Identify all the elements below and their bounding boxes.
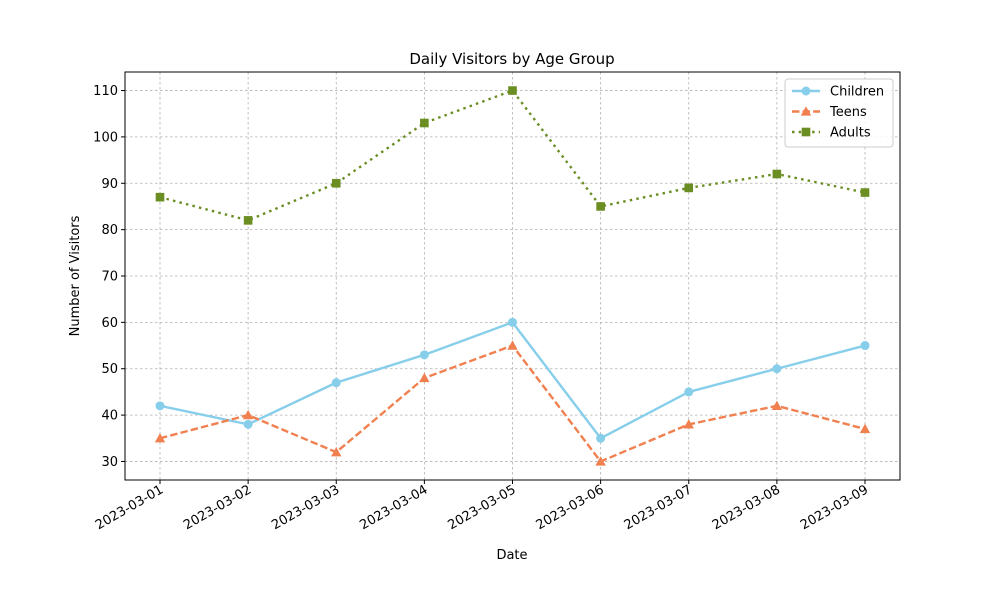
data-point-teens bbox=[154, 433, 166, 443]
y-tick-label: 90 bbox=[101, 177, 118, 192]
chart-title: Daily Visitors by Age Group bbox=[409, 50, 614, 68]
y-tick-label: 30 bbox=[101, 455, 118, 470]
data-point-adults bbox=[420, 118, 429, 128]
y-tick-label: 60 bbox=[101, 316, 118, 331]
data-point-children bbox=[596, 433, 606, 443]
y-tick-label: 40 bbox=[101, 409, 118, 424]
series-adults bbox=[155, 86, 870, 225]
data-point-adults bbox=[243, 216, 253, 225]
series-layer bbox=[154, 86, 871, 466]
data-point-teens bbox=[242, 409, 254, 420]
data-point-teens bbox=[771, 400, 783, 410]
x-tick-label: 2023-03-05 bbox=[446, 482, 519, 533]
legend: Children Teens Adults bbox=[784, 78, 894, 148]
data-point-adults bbox=[331, 178, 341, 188]
grid-lines bbox=[125, 72, 900, 480]
legend-box bbox=[784, 78, 894, 148]
data-point-teens bbox=[859, 423, 871, 434]
series-children bbox=[155, 317, 870, 443]
y-axis-title: Number of Visitors bbox=[68, 215, 83, 336]
data-point-teens bbox=[683, 419, 694, 429]
data-point-teens bbox=[507, 340, 518, 350]
data-point-children bbox=[860, 341, 870, 351]
x-tick-label: 2023-03-07 bbox=[622, 482, 695, 533]
y-tick-label: 100 bbox=[93, 130, 118, 145]
series-teens bbox=[154, 340, 871, 466]
x-axis-title: Date bbox=[496, 548, 527, 563]
data-point-children bbox=[772, 364, 782, 374]
x-tick-label: 2023-03-01 bbox=[93, 482, 166, 533]
x-tick-label: 2023-03-02 bbox=[181, 482, 254, 533]
data-point-adults bbox=[684, 183, 694, 193]
data-point-children bbox=[155, 401, 165, 411]
data-point-teens bbox=[595, 456, 606, 466]
data-point-adults bbox=[508, 86, 517, 95]
data-point-teens bbox=[419, 372, 430, 383]
data-point-teens bbox=[331, 446, 342, 457]
legend-item-children: Children bbox=[792, 85, 884, 100]
y-tick-label: 110 bbox=[93, 84, 118, 99]
legend-marker-children bbox=[801, 86, 811, 96]
legend-label-children: Children bbox=[830, 85, 884, 100]
legend-item-adults: Adults bbox=[792, 126, 871, 141]
legend-marker-teens bbox=[800, 106, 812, 116]
legend-label-teens: Teens bbox=[829, 105, 867, 120]
data-point-children bbox=[331, 378, 341, 388]
y-tick-label: 80 bbox=[101, 223, 118, 238]
legend-marker-adults bbox=[801, 127, 811, 137]
x-tick-label: 2023-03-08 bbox=[710, 482, 783, 533]
legend-item-teens: Teens bbox=[792, 105, 867, 120]
x-axis: 2023-03-01 2023-03-02 2023-03-03 2023-03-04… bbox=[93, 480, 871, 533]
y-tick-label: 70 bbox=[101, 270, 118, 285]
data-point-adults bbox=[596, 202, 605, 211]
data-point-children bbox=[684, 387, 694, 397]
series-line-children bbox=[159, 321, 866, 440]
data-point-adults bbox=[155, 192, 165, 202]
data-point-adults bbox=[860, 188, 870, 197]
data-point-adults bbox=[772, 169, 782, 179]
legend-label-adults: Adults bbox=[830, 126, 871, 141]
x-tick-label: 2023-03-09 bbox=[798, 482, 871, 533]
x-tick-label: 2023-03-03 bbox=[269, 482, 342, 533]
data-point-children bbox=[243, 419, 253, 429]
data-point-children bbox=[419, 350, 429, 360]
series-line-adults bbox=[159, 89, 866, 222]
y-axis: 30 40 50 60 70 80 90 100 110 bbox=[93, 84, 125, 470]
data-point-children bbox=[508, 317, 517, 327]
x-tick-label: 2023-03-04 bbox=[357, 482, 430, 533]
y-tick-label: 50 bbox=[101, 362, 118, 377]
x-tick-label: 2023-03-06 bbox=[534, 482, 607, 533]
